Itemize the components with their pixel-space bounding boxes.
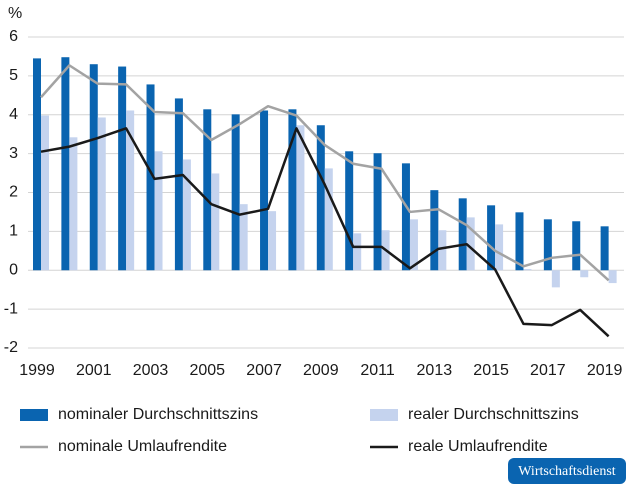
x-tick-label: 2001 xyxy=(76,362,112,379)
bar xyxy=(182,159,191,271)
legend-label: nominale Umlaufrendite xyxy=(58,438,227,455)
bar xyxy=(345,151,354,271)
bar xyxy=(409,219,418,271)
legend-label: nominaler Durchschnittszins xyxy=(58,406,258,423)
x-tick-label: 2019 xyxy=(587,362,623,379)
bar xyxy=(126,110,135,271)
bar xyxy=(515,212,524,271)
bar xyxy=(466,217,475,271)
y-tick-label: -1 xyxy=(4,300,18,317)
bar xyxy=(154,151,163,271)
x-tick-label: 2009 xyxy=(303,362,339,379)
bar xyxy=(373,153,382,271)
bar xyxy=(146,84,155,271)
bar xyxy=(324,168,333,271)
bar xyxy=(353,233,362,271)
y-tick-label: 4 xyxy=(9,106,18,123)
bar xyxy=(61,57,70,271)
x-tick-label: 2011 xyxy=(360,362,395,379)
y-tick-label: 1 xyxy=(9,223,18,240)
x-tick-label: 1999 xyxy=(19,362,55,379)
bar xyxy=(523,269,532,271)
bar xyxy=(430,190,439,271)
bar xyxy=(69,137,78,271)
bar xyxy=(41,115,49,271)
bar xyxy=(231,114,240,271)
bar xyxy=(401,163,410,271)
bar xyxy=(296,125,305,271)
bar xyxy=(316,125,325,271)
bar xyxy=(551,270,560,288)
legend-label: realer Durchschnittszins xyxy=(408,406,579,423)
bar xyxy=(268,211,277,271)
bar xyxy=(580,270,589,278)
bar xyxy=(260,110,269,271)
x-tick-label: 2013 xyxy=(417,362,453,379)
bar xyxy=(89,64,98,271)
x-tick-label: 2003 xyxy=(133,362,169,379)
y-tick-label: -2 xyxy=(4,339,18,356)
logo-text: Wirtschaftsdienst xyxy=(518,464,616,479)
y-tick-label: 0 xyxy=(9,261,18,278)
x-tick-label: 2015 xyxy=(473,362,509,379)
bar xyxy=(458,198,467,271)
line xyxy=(40,127,610,338)
legend-swatch xyxy=(370,409,398,421)
bar xyxy=(572,221,581,271)
x-tick-label: 2005 xyxy=(189,362,225,379)
bar xyxy=(495,224,504,271)
legend-label: reale Umlaufrendite xyxy=(408,438,548,455)
bar xyxy=(118,66,127,271)
y-tick-label: 3 xyxy=(9,145,18,162)
bar xyxy=(608,270,617,284)
bar xyxy=(211,173,220,271)
x-tick-label: 2007 xyxy=(246,362,282,379)
x-tick-label: 2017 xyxy=(530,362,566,379)
y-axis-label: % xyxy=(8,5,22,22)
bar xyxy=(97,117,106,271)
line xyxy=(40,64,610,282)
bar xyxy=(543,219,552,271)
bar xyxy=(203,109,212,271)
bar xyxy=(33,58,41,271)
y-tick-label: 2 xyxy=(9,184,18,201)
bar xyxy=(239,204,248,271)
y-tick-label: 6 xyxy=(9,28,18,45)
logo-badge xyxy=(508,458,626,484)
legend-swatch xyxy=(20,409,48,421)
bar xyxy=(487,205,496,271)
bar xyxy=(174,98,183,271)
bar xyxy=(288,109,297,271)
bar xyxy=(438,230,447,271)
bar xyxy=(600,226,609,271)
y-tick-label: 5 xyxy=(9,67,18,84)
